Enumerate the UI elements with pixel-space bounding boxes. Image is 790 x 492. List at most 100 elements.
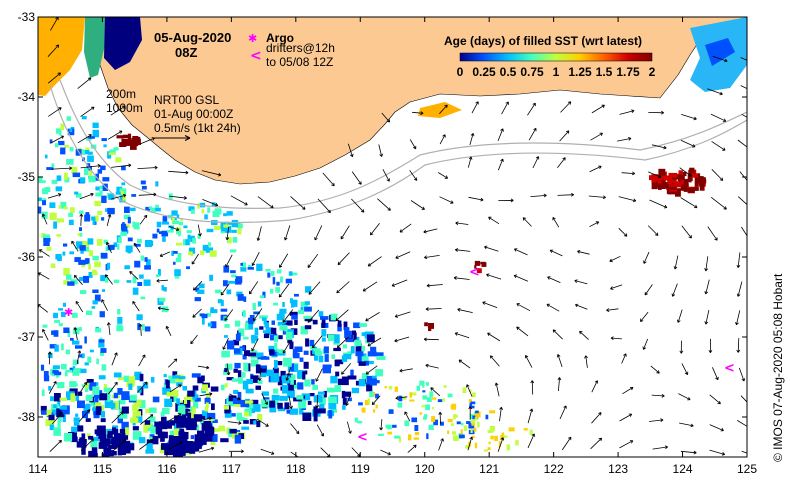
sst-pixel	[107, 431, 115, 435]
current-arrow	[424, 255, 440, 260]
drifter-marker: <	[469, 265, 480, 280]
current-arrow	[527, 408, 534, 424]
sst-pixel	[334, 385, 341, 392]
current-arrow	[49, 439, 62, 452]
sst-pixel	[408, 434, 412, 441]
sst-pixel	[277, 402, 283, 409]
sst-pixel	[487, 447, 491, 451]
sst-pixel	[241, 426, 250, 430]
sst-pixel	[174, 274, 180, 279]
sst-pixel	[481, 262, 487, 267]
sst-pixel	[451, 403, 457, 410]
sst-pixel	[494, 435, 498, 441]
sst-pixel	[121, 182, 126, 186]
sst-pixel	[77, 425, 84, 432]
sst-pixel	[223, 370, 229, 375]
sst-pixel	[46, 409, 52, 417]
sst-pixel	[669, 186, 677, 190]
sst-pixel	[361, 407, 366, 413]
current-arrow	[282, 340, 292, 354]
sst-pixel	[439, 421, 444, 426]
sst-pixel	[324, 354, 329, 362]
coast-sst-west	[38, 17, 85, 96]
sst-pixel	[98, 342, 105, 348]
sst-pixel	[168, 193, 173, 201]
current-arrow	[584, 355, 588, 368]
sst-pixel	[99, 351, 104, 356]
current-arrow	[107, 130, 123, 140]
sst-pixel	[103, 144, 107, 148]
sst-pixel	[279, 395, 288, 401]
sst-pixel	[43, 241, 50, 246]
sst-pixel	[277, 376, 283, 386]
current-arrow	[466, 384, 473, 397]
sst-pixel	[233, 368, 238, 373]
sst-pixel	[237, 391, 242, 401]
sst-pixel	[226, 340, 235, 350]
sst-pixel	[384, 386, 388, 389]
sst-pixel	[431, 416, 436, 422]
sst-pixel	[139, 373, 144, 382]
sst-pixel	[113, 401, 119, 410]
current-arrow	[679, 167, 693, 177]
current-arrow	[438, 411, 443, 425]
current-arrow	[197, 416, 212, 422]
sst-pixel	[104, 400, 114, 408]
current-arrow	[168, 226, 180, 231]
sst-pixel	[227, 222, 235, 225]
sst-pixel	[132, 287, 139, 295]
current-arrow	[513, 274, 529, 282]
sst-pixel	[117, 316, 123, 324]
sst-pixel	[84, 387, 89, 393]
current-arrow	[552, 217, 560, 228]
sst-pixel	[107, 433, 113, 439]
current-arrow	[516, 303, 531, 312]
isobath-1000m-label: 1000m	[106, 101, 143, 115]
sst-pixel	[428, 323, 434, 326]
sst-pixel	[60, 147, 66, 155]
sst-pixel	[89, 349, 94, 353]
sst-pixel	[230, 249, 237, 253]
sst-pixel	[187, 235, 195, 242]
sst-pixel	[301, 393, 311, 401]
sst-pixel	[152, 396, 160, 403]
current-arrow	[202, 199, 219, 207]
sst-pixel	[161, 230, 169, 237]
sst-pixel	[245, 400, 254, 404]
current-arrow	[139, 439, 154, 450]
sst-pixel	[453, 414, 456, 420]
sst-pixel	[152, 435, 159, 445]
current-arrow	[261, 393, 268, 405]
sst-pixel	[257, 379, 263, 384]
current-arrow	[51, 166, 73, 171]
sst-pixel	[307, 400, 312, 405]
sst-pixel	[63, 433, 73, 442]
current-arrow	[591, 412, 602, 424]
sst-pixel	[366, 334, 375, 343]
current-arrow	[106, 241, 112, 254]
sst-pixel	[163, 287, 167, 292]
sst-pixel	[694, 176, 702, 184]
current-arrow	[736, 420, 747, 427]
sst-pixel	[92, 289, 99, 293]
sst-pixel	[197, 376, 204, 384]
sst-pixel	[139, 274, 144, 279]
sst-pixel	[97, 210, 103, 215]
sst-pixel	[159, 297, 166, 302]
sst-pixel	[394, 386, 398, 392]
current-arrow	[522, 217, 532, 227]
sst-pixel	[75, 413, 79, 417]
sst-pixel	[82, 240, 89, 248]
x-tick-label: 120	[415, 462, 435, 476]
isobath-200m	[59, 79, 747, 209]
sst-pixel	[58, 128, 62, 136]
sst-pixel	[43, 238, 51, 242]
sst-pixel	[460, 422, 464, 426]
sst-pixel	[177, 253, 182, 258]
current-arrow	[220, 283, 230, 296]
sst-pixel	[234, 320, 241, 327]
sst-pixel	[127, 133, 132, 141]
current-arrow	[290, 423, 300, 435]
current-arrow	[671, 283, 678, 297]
current-arrow	[557, 157, 566, 169]
